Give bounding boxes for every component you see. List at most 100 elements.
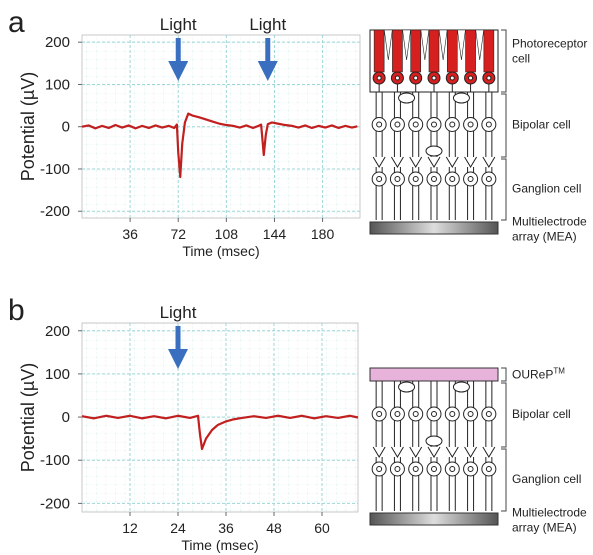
nucleus [412,411,419,417]
dendrite [482,446,496,458]
cone [457,29,466,61]
cone [402,29,411,61]
dendrite [409,446,423,458]
nucleus [431,411,437,417]
horizontal-cell [452,381,470,393]
nucleus [486,75,492,81]
nucleus [467,121,474,128]
cone [383,29,393,61]
y-tick-label: -200 [40,203,70,220]
layer-bracket [501,29,507,93]
rod [373,29,385,73]
nucleus [394,411,401,417]
dendrite [427,156,441,168]
layer-bracket [501,93,507,158]
rod [392,29,403,73]
layer-label: array (MEA) [512,521,577,535]
nucleus [449,121,456,128]
amacrine-cell [425,145,443,157]
layer-label: Bipolar cell [512,407,571,421]
cone [420,29,430,61]
nucleus [467,466,474,472]
nucleus [376,75,382,81]
x-tick-label: 12 [122,520,138,536]
horizontal-cell [398,381,416,393]
layer-label: cell [512,52,530,66]
nucleus [412,176,419,182]
nucleus [394,75,400,81]
layer-bracket [501,448,507,512]
x-tick-label: 48 [266,520,282,536]
nucleus [449,75,455,81]
y-tick-label: 100 [45,76,70,93]
layer-label: Multielectrode [512,506,587,520]
x-tick-label: 36 [122,226,138,242]
layer-label: Multielectrode [512,215,587,229]
cone [438,29,448,61]
trace [81,112,358,179]
dendrite [391,446,404,458]
layer-label: array (MEA) [512,230,577,244]
nucleus [412,121,419,128]
annotation: Light [160,15,197,34]
y-tick-label: 0 [62,409,70,426]
nucleus [394,121,401,128]
nucleus [394,176,401,182]
nucleus [485,121,492,128]
nucleus [376,121,383,128]
y-tick-label: -100 [40,452,70,469]
y-tick-label: 200 [45,323,70,340]
y-tick-label: -100 [40,161,70,178]
dendrite [372,446,386,458]
rod [483,29,495,73]
dendrite [409,156,423,168]
layer-label: OURePTM [512,367,565,382]
horizontal-cell [452,92,470,104]
dendrite [391,156,404,168]
layer-label: Ganglion cell [512,472,581,486]
x-tick-label: 24 [170,520,186,536]
annotation: Light [249,15,286,34]
nucleus [467,176,474,182]
nucleus [376,176,383,182]
layer-bracket [501,382,507,448]
nucleus [413,75,419,81]
amacrine-cell [425,435,443,447]
annotation: Light [160,303,197,322]
nucleus [412,466,419,472]
nucleus [468,75,474,81]
nucleus [467,411,474,417]
nucleus [485,466,492,472]
x-axis-label: Time (msec) [181,537,258,553]
rod [428,29,440,73]
y-axis-label: Potential (µV) [18,72,38,181]
layer-label: Ganglion cell [512,182,581,196]
dendrite [445,446,459,458]
x-axis-label: Time (msec) [182,243,259,259]
oureP-film [369,367,499,382]
rod [446,29,458,73]
nucleus [431,75,437,81]
superscript: TM [553,367,565,376]
dendrite [445,156,459,168]
nucleus [431,466,437,472]
dendrite [482,156,496,168]
nucleus [376,411,383,417]
x-tick-label: 144 [263,226,287,242]
nucleus [449,176,456,182]
nucleus [485,176,492,182]
nucleus [431,176,437,182]
y-tick-label: 200 [45,34,70,51]
y-tick-label: -200 [40,495,70,512]
rod [410,29,422,73]
x-tick-label: 180 [311,226,335,242]
rod [465,29,476,73]
trace [81,414,359,451]
x-tick-label: 60 [314,520,330,536]
panel-label: a [8,6,25,39]
nucleus [449,466,456,472]
nucleus [431,121,437,128]
y-tick-label: 0 [62,119,70,136]
y-tick-label: 100 [45,366,70,383]
